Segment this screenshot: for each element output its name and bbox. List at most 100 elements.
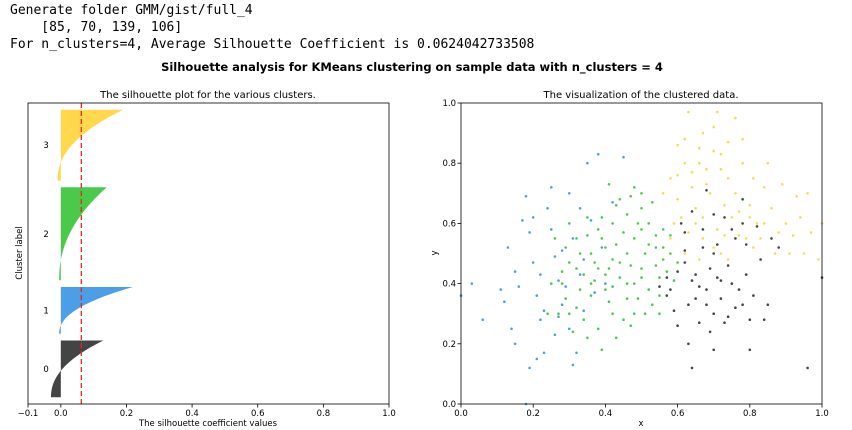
scatter-point-cluster-2 bbox=[665, 270, 669, 273]
scatter-point-cluster-0 bbox=[734, 306, 737, 310]
scatter-point-cluster-2 bbox=[625, 213, 629, 216]
silhouette-xtick-label: 0.0 bbox=[54, 409, 68, 419]
scatter-point-cluster-2 bbox=[578, 288, 582, 291]
scatter-point-cluster-3 bbox=[741, 137, 744, 141]
scatter-point-cluster-3 bbox=[766, 161, 770, 165]
scatter-ytick-label: 0.8 bbox=[442, 159, 456, 169]
scatter-point-cluster-1 bbox=[611, 201, 614, 204]
scatter-point-cluster-2 bbox=[611, 312, 614, 316]
scatter-point-cluster-3 bbox=[683, 161, 687, 165]
scatter-point-cluster-0 bbox=[762, 318, 766, 322]
scatter-point-cluster-2 bbox=[560, 282, 564, 285]
scatter-point-cluster-2 bbox=[643, 252, 647, 255]
silhouette-xtick-label: 0.2 bbox=[120, 409, 134, 419]
scatter-point-cluster-0 bbox=[665, 276, 669, 279]
scatter-point-cluster-2 bbox=[614, 336, 618, 340]
scatter-point-cluster-3 bbox=[690, 186, 694, 189]
scatter-point-cluster-2 bbox=[643, 312, 647, 316]
scatter-point-cluster-2 bbox=[658, 312, 661, 316]
scatter-point-cluster-2 bbox=[568, 222, 571, 225]
scatter-point-cluster-2 bbox=[633, 237, 636, 240]
scatter-point-cluster-2 bbox=[654, 234, 658, 237]
silhouette-xtick-label: −0.1 bbox=[18, 409, 39, 419]
scatter-point-cluster-2 bbox=[629, 324, 632, 328]
scatter-point-cluster-2 bbox=[636, 297, 640, 300]
scatter-point-cluster-1 bbox=[600, 246, 604, 249]
scatter-point-cluster-3 bbox=[759, 237, 762, 240]
scatter-point-cluster-1 bbox=[578, 273, 582, 276]
silhouette-xtick-label: 0.4 bbox=[185, 409, 199, 419]
scatter-xlabel: x bbox=[638, 419, 643, 429]
scatter-point-cluster-3 bbox=[791, 234, 795, 237]
scatter-point-cluster-2 bbox=[622, 318, 625, 322]
scatter-point-cluster-3 bbox=[784, 222, 788, 225]
scatter-point-cluster-3 bbox=[698, 161, 701, 165]
scatter-point-cluster-2 bbox=[625, 297, 629, 300]
scatter-ytick-label: 0.0 bbox=[442, 400, 456, 410]
scatter-point-cluster-2 bbox=[661, 246, 665, 249]
scatter-point-cluster-1 bbox=[521, 219, 524, 222]
scatter-point-cluster-2 bbox=[611, 258, 614, 261]
scatter-point-cluster-0 bbox=[694, 273, 697, 276]
scatter-point-cluster-1 bbox=[568, 192, 571, 195]
scatter-point-cluster-1 bbox=[531, 261, 535, 264]
cluster-label-1: 1 bbox=[43, 306, 48, 316]
scatter-point-cluster-2 bbox=[618, 276, 622, 279]
scatter-point-cluster-3 bbox=[687, 110, 690, 114]
scatter-point-cluster-0 bbox=[726, 315, 730, 319]
scatter-point-cluster-0 bbox=[737, 288, 741, 291]
scatter-point-cluster-1 bbox=[560, 249, 564, 252]
scatter-point-cluster-0 bbox=[741, 222, 744, 225]
scatter-point-cluster-3 bbox=[705, 167, 708, 171]
scatter-point-cluster-2 bbox=[600, 348, 604, 352]
scatter-point-cluster-3 bbox=[737, 234, 741, 237]
scatter-point-cluster-3 bbox=[712, 125, 715, 129]
scatter-point-cluster-0 bbox=[777, 246, 780, 249]
scatter-point-cluster-2 bbox=[651, 303, 654, 307]
scatter-point-cluster-2 bbox=[629, 264, 632, 267]
scatter-point-cluster-3 bbox=[723, 204, 726, 207]
scatter-ytick-label: 0.6 bbox=[442, 219, 456, 229]
scatter-point-cluster-1 bbox=[517, 285, 521, 288]
scatter-point-cluster-2 bbox=[611, 285, 614, 288]
scatter-point-cluster-3 bbox=[777, 231, 780, 234]
cluster-scatter-plot: The visualization of the clustered data.… bbox=[430, 90, 829, 429]
scatter-point-cluster-2 bbox=[622, 231, 625, 234]
silhouette-band-3 bbox=[57, 109, 124, 181]
scatter-point-cluster-0 bbox=[770, 237, 773, 240]
scatter-point-cluster-0 bbox=[679, 222, 683, 225]
scatter-point-cluster-0 bbox=[752, 294, 755, 297]
scatter-point-cluster-1 bbox=[513, 342, 517, 346]
scatter-point-cluster-2 bbox=[618, 198, 622, 201]
scatter-point-cluster-2 bbox=[600, 237, 604, 240]
scatter-point-cluster-0 bbox=[701, 228, 705, 231]
silhouette-plot: The silhouette plot for the various clus… bbox=[15, 90, 396, 429]
scatter-point-cluster-0 bbox=[726, 264, 730, 267]
scatter-point-cluster-0 bbox=[730, 228, 734, 231]
scatter-plot-frame bbox=[460, 102, 823, 405]
scatter-point-cluster-2 bbox=[564, 246, 567, 249]
scatter-point-cluster-3 bbox=[669, 177, 672, 180]
scatter-xtick-label: 0.6 bbox=[671, 409, 685, 419]
scatter-point-cluster-3 bbox=[806, 192, 809, 195]
scatter-point-cluster-2 bbox=[604, 288, 607, 291]
scatter-point-cluster-3 bbox=[741, 161, 744, 165]
scatter-point-cluster-3 bbox=[676, 198, 679, 201]
scatter-point-cluster-2 bbox=[568, 312, 571, 316]
scatter-point-cluster-0 bbox=[690, 210, 694, 213]
scatter-point-cluster-2 bbox=[571, 330, 575, 334]
scatter-point-cluster-0 bbox=[748, 318, 752, 322]
scatter-point-cluster-3 bbox=[737, 210, 741, 213]
scatter-point-cluster-1 bbox=[604, 282, 607, 285]
scatter-point-cluster-3 bbox=[734, 116, 737, 120]
scatter-point-cluster-1 bbox=[582, 258, 585, 261]
scatter-point-cluster-3 bbox=[716, 228, 719, 231]
scatter-point-cluster-1 bbox=[557, 279, 560, 282]
scatter-point-cluster-0 bbox=[683, 231, 687, 234]
scatter-xtick-label: 0.2 bbox=[526, 409, 540, 419]
scatter-point-cluster-3 bbox=[726, 140, 730, 144]
scatter-xtick-label: 0.8 bbox=[743, 409, 757, 419]
scatter-point-cluster-1 bbox=[578, 207, 582, 210]
scatter-point-cluster-3 bbox=[694, 207, 697, 210]
scatter-point-cluster-3 bbox=[734, 192, 737, 195]
